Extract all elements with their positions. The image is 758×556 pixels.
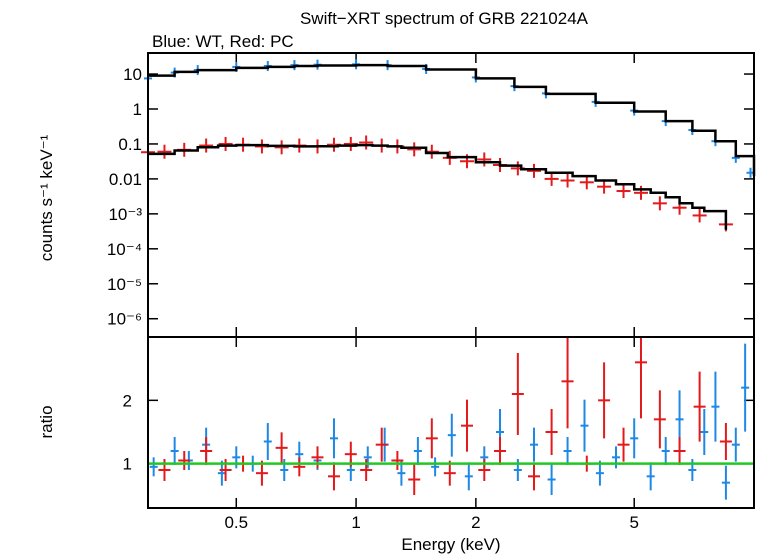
x-tick-label: 5 <box>629 513 638 532</box>
top-y-tick-label: 0.01 <box>109 170 142 189</box>
spectrum-model-line <box>148 63 756 177</box>
bottom-y-tick-label: 1 <box>123 455 132 474</box>
ratio-data <box>149 337 750 500</box>
top-y-tick-label: 10⁻⁴ <box>107 240 142 259</box>
bottom-y-tick-label: 2 <box>123 391 132 410</box>
x-tick-label: 2 <box>471 513 480 532</box>
top-y-tick-label: 0.1 <box>118 135 142 154</box>
x-tick-label: 0.5 <box>224 513 248 532</box>
spectrum-model-line <box>148 143 728 230</box>
top-y-tick-label: 10 <box>123 65 142 84</box>
top-y-tick-label: 10⁻⁵ <box>107 275 142 294</box>
x-tick-label: 1 <box>351 513 360 532</box>
x-axis-label: Energy (keV) <box>401 535 500 554</box>
top-y-tick-label: 10⁻⁶ <box>107 310 142 329</box>
ratio-panel: ratio 1 2 0.5 1 2 5 <box>37 336 755 532</box>
bottom-ylabel: ratio <box>37 405 56 438</box>
top-y-tick-label: 1 <box>133 100 142 119</box>
top-plot-frame <box>147 52 755 338</box>
chart-title: Swift−XRT spectrum of GRB 221024A <box>300 9 589 28</box>
top-ylabel: counts s⁻¹ keV⁻¹ <box>37 134 56 261</box>
bottom-plot-frame <box>147 336 755 509</box>
spectrum-panel: counts s⁻¹ keV⁻¹ 1010.10.0110⁻³10⁻⁴10⁻⁵1… <box>37 52 756 338</box>
x-ticks: 0.5 1 2 5 <box>224 337 639 532</box>
chart-subtitle: Blue: WT, Red: PC <box>152 32 294 51</box>
spectrum-models <box>148 63 756 230</box>
top-y-ticks: 10 1 0.1 0.01 10⁻³ 10⁻⁴ 10⁻⁵ 10⁻⁶ <box>107 53 754 337</box>
top-y-tick-label: 10⁻³ <box>108 205 142 224</box>
